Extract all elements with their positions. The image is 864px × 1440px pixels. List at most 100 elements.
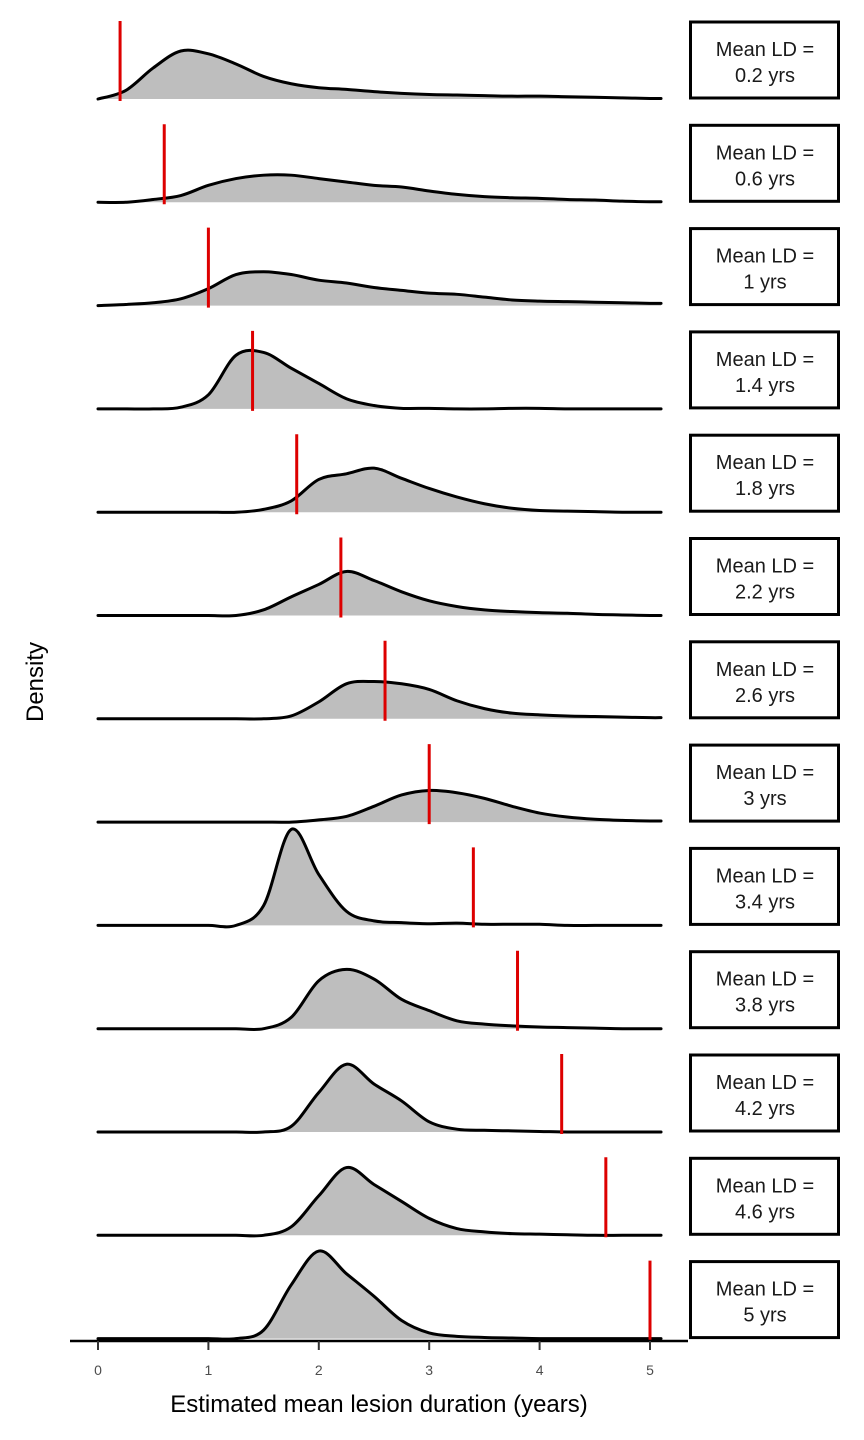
density-line [96,967,663,1032]
density-area [98,468,662,513]
strip-label-box [689,1156,840,1236]
density-area [98,1064,662,1133]
density-area [98,969,662,1030]
density-line [96,466,663,514]
density-line [96,679,663,721]
strip-label-box [689,950,840,1030]
strip-label-line: Mean LD = [716,349,814,371]
density-panel: Mean LD = 3 yrs [96,743,840,825]
strip-label-line: Mean LD = [716,969,814,991]
x-tick-label: 2 [315,1362,323,1378]
density-line [96,1062,663,1134]
strip-label-box [689,743,840,823]
density-line [96,173,663,205]
density-panel: Mean LD = 1 yrs [96,227,840,308]
strip-label-line: 5 yrs [743,1305,786,1327]
x-tick-label: 3 [425,1362,433,1378]
strip-label-line: Mean LD = [716,865,814,887]
density-panel: Mean LD = 4.6 yrs [96,1156,840,1238]
strip-label-line: 3 yrs [743,788,786,810]
density-area [98,828,662,927]
density-area [98,681,662,720]
strip-label: Mean LD = 0.2 yrs [716,39,814,87]
x-tick-label: 4 [536,1362,544,1378]
strip-label-box [689,846,840,926]
strip-label-line: Mean LD = [716,1072,814,1094]
density-line [96,270,663,308]
density-line [96,827,663,929]
density-panel: Mean LD = 0.6 yrs [96,123,840,205]
density-panel: Mean LD = 5 yrs [96,1249,840,1341]
strip-label-box [689,537,840,616]
strip-label-box [689,227,840,307]
strip-label: Mean LD = 1.8 yrs [716,452,814,500]
density-area [98,1167,662,1236]
density-line [96,569,663,618]
density-panel: Mean LD = 0.2 yrs [96,20,840,101]
strip-label-line: 4.6 yrs [735,1201,795,1223]
strip-label: Mean LD = 4.2 yrs [716,1072,814,1120]
strip-label-box [689,330,840,410]
strip-label-box [689,1053,840,1133]
strip-label: Mean LD = 3 yrs [716,762,814,810]
density-line [96,48,663,101]
strip-label-line: Mean LD = [716,39,814,61]
strip-label-line: 0.6 yrs [735,168,795,190]
strip-label-line: Mean LD = [716,556,814,578]
density-panel: Mean LD = 3.4 yrs [96,827,840,929]
density-panel: Mean LD = 2.2 yrs [96,537,840,618]
strip-label-line: 3.4 yrs [735,891,795,913]
density-line [96,1249,663,1341]
density-line [96,788,663,824]
strip-label: Mean LD = 1 yrs [716,246,814,294]
x-axis: 0 1 2 3 4 5 [70,1339,688,1378]
x-axis-title: Estimated mean lesion duration (years) [170,1391,588,1418]
strip-label-line: Mean LD = [716,142,814,164]
strip-label: Mean LD = 4.6 yrs [716,1175,814,1223]
density-area [98,50,662,99]
strip-label-line: Mean LD = [716,452,814,474]
x-axis-ticks: 0 1 2 3 4 5 [94,1341,654,1378]
strip-label-line: Mean LD = [716,246,814,268]
strip-label-line: 1 yrs [743,272,786,294]
density-area [98,571,662,616]
density-line [96,348,663,411]
strip-label-line: 3.8 yrs [735,995,795,1017]
density-panel: Mean LD = 2.6 yrs [96,640,840,721]
strip-label: Mean LD = 2.6 yrs [716,659,814,707]
x-tick-label: 0 [94,1362,102,1378]
density-panel: Mean LD = 3.8 yrs [96,950,840,1032]
y-axis-title: Density [22,642,49,722]
strip-label-line: Mean LD = [716,659,814,681]
density-panel: Mean LD = 1.4 yrs [96,330,840,411]
density-panel: Mean LD = 1.8 yrs [96,433,840,515]
density-area [98,790,662,823]
strip-label-box [689,640,840,720]
strip-label-box [689,20,840,100]
density-area [98,1250,662,1340]
strip-label-line: 0.2 yrs [735,65,795,87]
strip-label-box [689,433,840,513]
strip-label: Mean LD = 2.2 yrs [716,556,814,604]
strip-label-line: Mean LD = [716,1175,814,1197]
strip-label-box [689,123,840,203]
strip-label-line: 2.2 yrs [735,582,795,604]
strip-label-line: 2.6 yrs [735,685,795,707]
density-panel: Mean LD = 4.2 yrs [96,1053,840,1134]
strip-label: Mean LD = 1.4 yrs [716,349,814,397]
x-tick-label: 5 [646,1362,654,1378]
strip-label: Mean LD = 3.8 yrs [716,969,814,1017]
strip-label-line: 1.4 yrs [735,375,795,397]
strip-label-box [689,1260,840,1340]
density-area [98,350,662,410]
strip-label-line: 4.2 yrs [735,1098,795,1120]
strip-label: Mean LD = 3.4 yrs [716,865,814,913]
x-tick-label: 1 [205,1362,213,1378]
strip-label: Mean LD = 5 yrs [716,1279,814,1327]
strip-label-line: 1.8 yrs [735,478,795,500]
strip-label: Mean LD = 0.6 yrs [716,142,814,190]
strip-label-line: Mean LD = [716,762,814,784]
strip-label-line: Mean LD = [716,1279,814,1301]
